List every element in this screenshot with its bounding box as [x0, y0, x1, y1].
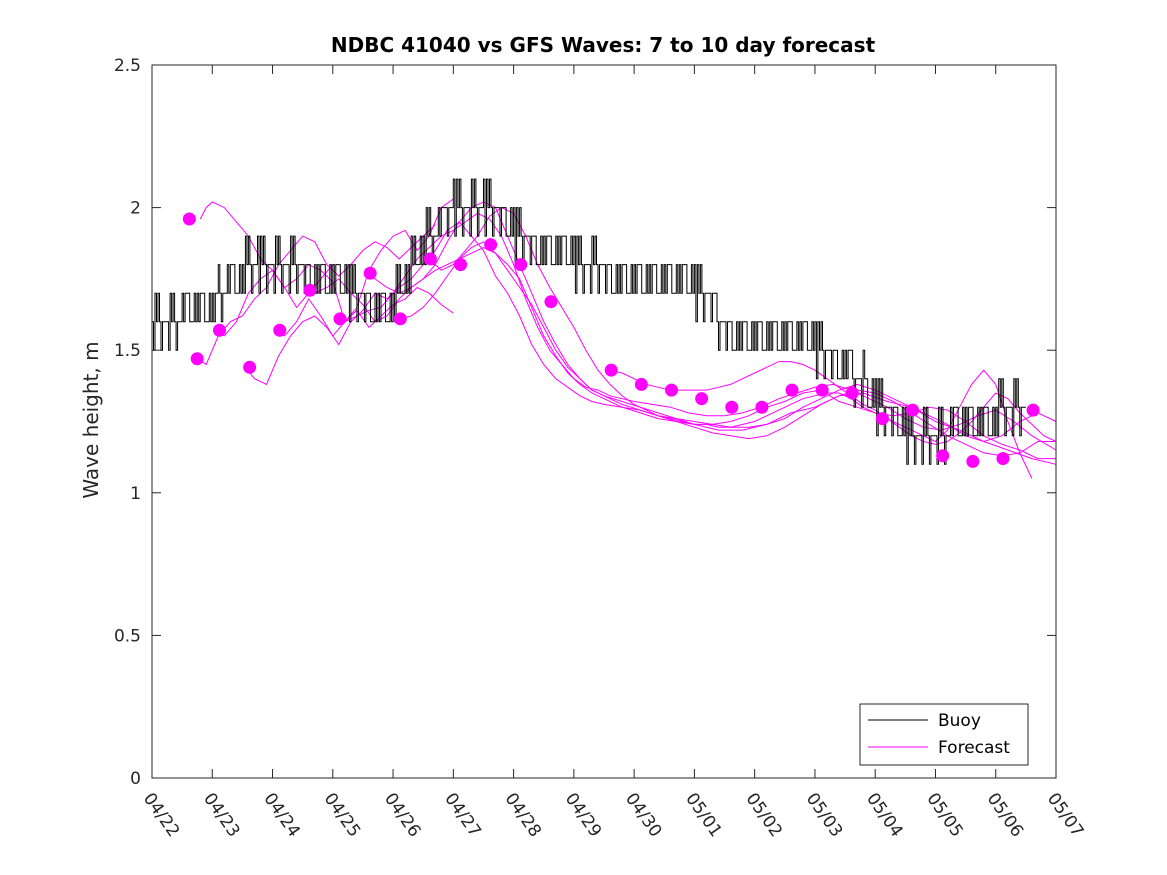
forecast-marker — [212, 323, 226, 337]
forecast-marker — [815, 383, 829, 397]
forecast-marker — [996, 452, 1010, 466]
forecast-marker — [634, 377, 648, 391]
forecast-run-line — [275, 286, 454, 337]
forecast-markers — [182, 212, 1040, 468]
axes-frame — [151, 64, 1057, 779]
forecast-marker — [363, 266, 377, 280]
forecast-marker — [936, 449, 950, 463]
axes-background — [152, 65, 1056, 778]
y-tick-label: 2.5 — [114, 56, 141, 76]
forecast-marker — [182, 212, 196, 226]
y-tick-label: 2 — [130, 199, 141, 219]
forecast-marker — [845, 386, 859, 400]
forecast-marker — [190, 352, 204, 366]
y-tick-label: 1.5 — [114, 341, 141, 361]
forecast-marker — [423, 252, 437, 266]
forecast-marker — [393, 312, 407, 326]
forecast-run-line — [398, 241, 1056, 457]
forecast-marker — [906, 403, 920, 417]
forecast-run-line — [609, 361, 1033, 479]
y-tick-label: 0 — [130, 769, 141, 789]
legend-buoy-label: Buoy — [938, 711, 981, 731]
forecast-run-line — [428, 207, 1057, 445]
y-axis: 0 0.5 1 1.5 2 2.5 — [114, 56, 1056, 789]
forecast-marker — [303, 283, 317, 297]
legend-forecast-label: Forecast — [938, 738, 1010, 758]
forecast-marker — [725, 400, 739, 414]
forecast-marker — [664, 383, 678, 397]
forecast-marker — [333, 312, 347, 326]
forecast-run-line — [365, 201, 1057, 443]
legend-box — [859, 703, 1029, 766]
y-tick-label: 1 — [130, 484, 141, 504]
forecast-marker — [1026, 403, 1040, 417]
legend: Buoy Forecast — [859, 703, 1029, 766]
y-axis-label: Wave height, m — [79, 341, 103, 498]
forecast-marker — [966, 454, 980, 468]
buoy-line — [152, 178, 1026, 465]
plot-area — [151, 64, 1057, 779]
forecast-run-line — [196, 224, 436, 366]
forecast-marker — [514, 258, 528, 272]
forecast-marker — [273, 323, 287, 337]
chart-title: NDBC 41040 vs GFS Waves: 7 to 10 day for… — [331, 33, 876, 57]
forecast-marker — [484, 238, 498, 252]
forecast-marker — [544, 295, 558, 309]
forecast-marker — [243, 360, 257, 374]
forecast-marker — [785, 383, 799, 397]
y-tick-label: 0.5 — [114, 626, 141, 646]
forecast-marker — [695, 392, 709, 406]
forecast-marker — [755, 400, 769, 414]
forecast-marker — [875, 412, 889, 426]
forecast-marker — [604, 363, 618, 377]
forecast-marker — [454, 258, 468, 272]
